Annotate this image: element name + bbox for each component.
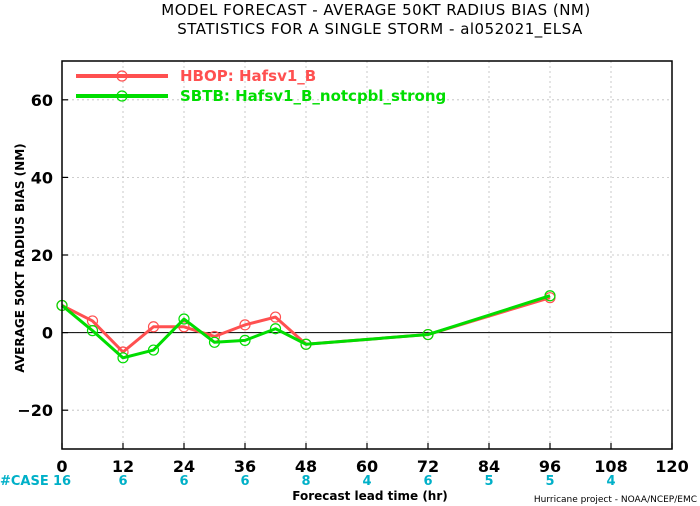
series-point-1 [178, 321, 190, 333]
case-count: 5 [484, 474, 493, 489]
case-count: 4 [606, 474, 615, 489]
x-tick-label: 108 [594, 457, 627, 476]
x-tick-label: 84 [478, 457, 500, 476]
x-axis-label: Forecast lead time (hr) [292, 489, 448, 503]
series-point-2 [300, 338, 312, 350]
x-tick-label: 72 [417, 457, 439, 476]
x-tick-label: 12 [112, 457, 134, 476]
case-counts: #CASE 16 6 6 6 8 4 6 5 5 4 [0, 474, 616, 489]
case-label: #CASE [0, 474, 49, 489]
case-count: 6 [118, 474, 127, 489]
chart-subtitle: STATISTICS FOR A SINGLE STORM - al052021… [177, 20, 583, 39]
series-point-2 [147, 344, 160, 356]
case-count: 5 [545, 474, 554, 489]
legend-marker [116, 90, 128, 102]
series-point-2 [117, 352, 129, 364]
series-point-2 [239, 334, 251, 346]
legend: HBOP: Hafsv1_B SBTB: Hafsv1_B_notcpbl_str… [76, 67, 446, 105]
case-count: 8 [301, 474, 310, 489]
series-line-2 [61, 294, 551, 360]
y-ticks: −20 0 20 40 60 [17, 91, 68, 420]
x-tick-label: 96 [539, 457, 561, 476]
case-count: 4 [362, 474, 371, 489]
case-count: 6 [179, 474, 188, 489]
series-layer [56, 290, 556, 364]
legend-label: SBTB: Hafsv1_B_notcpbl_strong [180, 87, 446, 105]
y-axis-label: AVERAGE 50KT RADIUS BIAS (NM) [13, 143, 27, 372]
series-point-2 [422, 328, 434, 341]
y-tick-label: 60 [31, 91, 53, 110]
y-tick-label: 20 [31, 246, 53, 265]
series-point-1 [269, 311, 282, 323]
grid [62, 61, 672, 449]
series-point-1 [147, 321, 160, 333]
x-tick-label: 120 [655, 457, 688, 476]
y-tick-label: 0 [42, 324, 53, 343]
x-tick-label: 48 [295, 457, 317, 476]
x-tick-label: 60 [356, 457, 378, 476]
series-point-2 [178, 313, 190, 325]
legend-marker [116, 70, 128, 82]
x-tick-label: 36 [234, 457, 256, 476]
credit-text: Hurricane project - NOAA/NCEP/EMC [534, 495, 697, 505]
y-tick-label: −20 [17, 401, 53, 420]
series-point-2 [544, 290, 556, 302]
case-count: 6 [423, 474, 432, 489]
series-point-2 [208, 336, 221, 348]
chart-title: MODEL FORECAST - AVERAGE 50KT RADIUS BIA… [161, 1, 590, 19]
x-tick-label: 0 [56, 457, 67, 476]
legend-label: HBOP: Hafsv1_B [180, 67, 316, 85]
series-point-2 [269, 323, 282, 335]
case-count: 6 [240, 474, 249, 489]
case-count: 16 [53, 474, 71, 489]
y-tick-label: 40 [31, 168, 53, 187]
x-tick-label: 24 [173, 457, 195, 476]
x-ticks: 0 12 24 36 48 60 72 84 96 108 120 [56, 443, 689, 476]
series-point-2 [86, 325, 99, 337]
series-point-1 [239, 319, 251, 331]
